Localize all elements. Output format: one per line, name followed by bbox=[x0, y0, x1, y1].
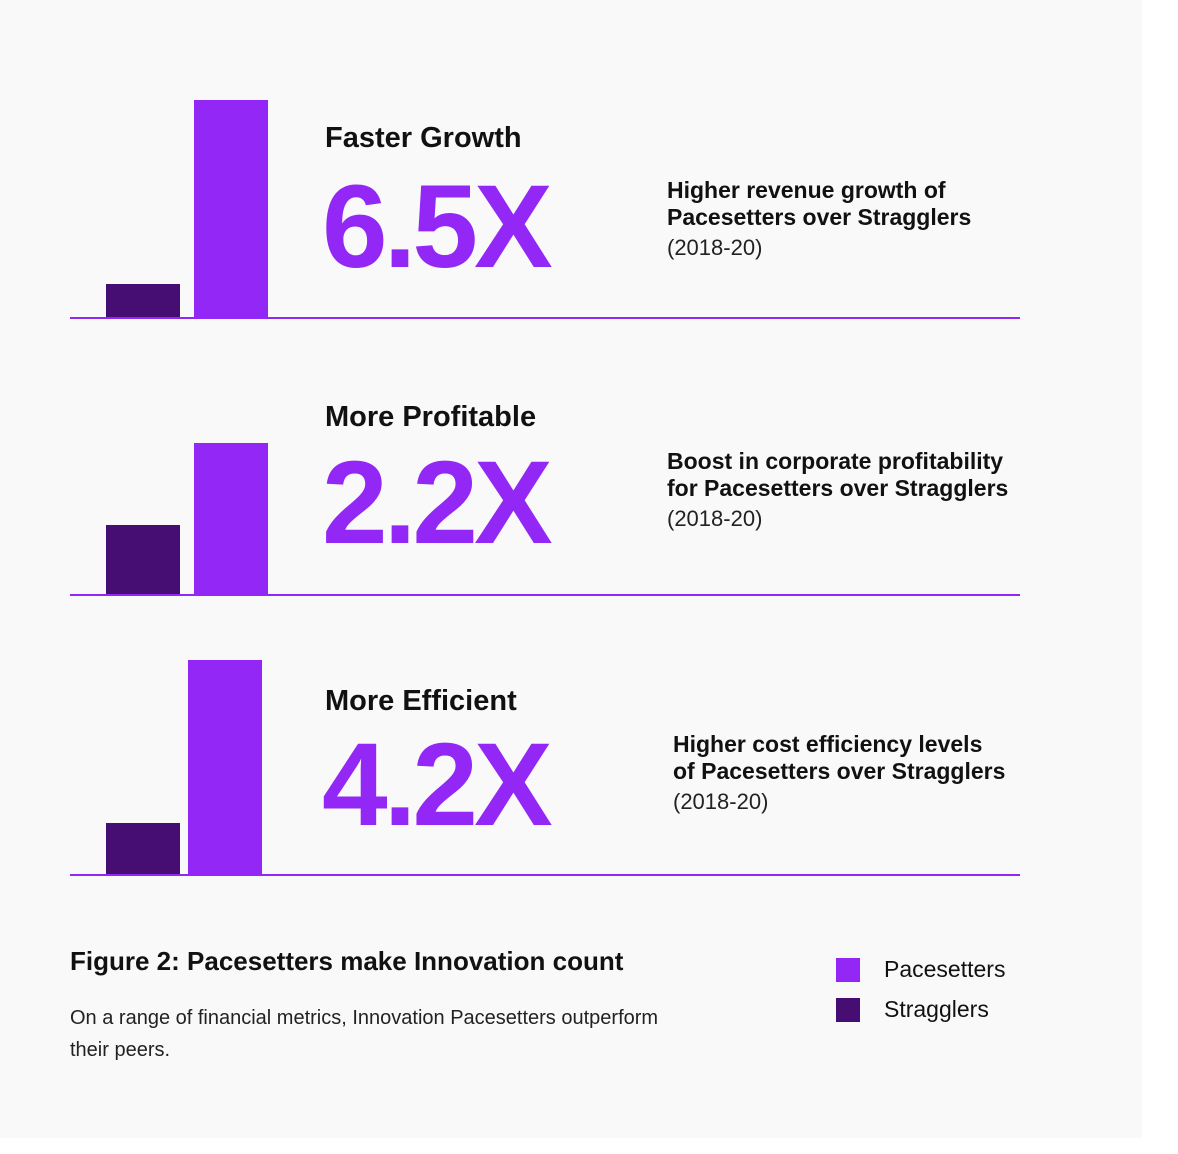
section-title-more-efficient: More Efficient bbox=[325, 685, 517, 717]
description-line-2-more-efficient: of Pacesetters over Stragglers bbox=[673, 758, 1006, 784]
infographic-panel: Faster Growth 6.5X Higher revenue growth… bbox=[70, 100, 1056, 1061]
multiple-value-more-profitable: 2.2X bbox=[322, 437, 553, 569]
description-line-1-more-efficient: Higher cost efficiency levels bbox=[673, 731, 983, 757]
description-line-2-faster-growth: Pacesetters over Stragglers bbox=[667, 204, 972, 230]
baseline-faster-growth bbox=[70, 317, 1020, 319]
description-line-1-more-profitable: Boost in corporate profitability bbox=[667, 448, 1004, 474]
multiple-value-more-efficient: 4.2X bbox=[322, 719, 553, 851]
stragglers-bar-faster-growth bbox=[106, 284, 180, 317]
description-line-2-more-profitable: for Pacesetters over Stragglers bbox=[667, 475, 1009, 501]
legend-label-stragglers: Stragglers bbox=[884, 996, 989, 1022]
baseline-more-profitable bbox=[70, 594, 1020, 596]
pacesetters-bar-more-profitable bbox=[194, 443, 268, 594]
figure-subtitle: On a range of financial metrics, Innovat… bbox=[70, 1007, 659, 1061]
legend-label-pacesetters: Pacesetters bbox=[884, 956, 1006, 982]
legend-item-pacesetters: Pacesetters bbox=[836, 956, 1056, 984]
legend-item-stragglers: Stragglers bbox=[836, 996, 1056, 1024]
pacesetters-bar-faster-growth bbox=[194, 100, 268, 317]
multiple-value-faster-growth: 6.5X bbox=[322, 161, 553, 293]
period-faster-growth: (2018-20) bbox=[667, 235, 763, 260]
section-title-more-profitable: More Profitable bbox=[325, 401, 537, 433]
legend-swatch-pacesetters bbox=[836, 958, 860, 982]
figure-title: Figure 2: Pacesetters make Innovation co… bbox=[70, 946, 624, 976]
section-title-faster-growth: Faster Growth bbox=[325, 122, 522, 154]
period-more-profitable: (2018-20) bbox=[667, 506, 763, 531]
baseline-more-efficient bbox=[70, 874, 1020, 876]
pacesetters-bar-more-efficient bbox=[188, 660, 262, 874]
stragglers-bar-more-efficient bbox=[106, 823, 180, 874]
period-more-efficient: (2018-20) bbox=[673, 789, 769, 814]
legend-swatch-stragglers bbox=[836, 998, 860, 1022]
description-line-1-faster-growth: Higher revenue growth of bbox=[667, 177, 946, 203]
stragglers-bar-more-profitable bbox=[106, 525, 180, 594]
